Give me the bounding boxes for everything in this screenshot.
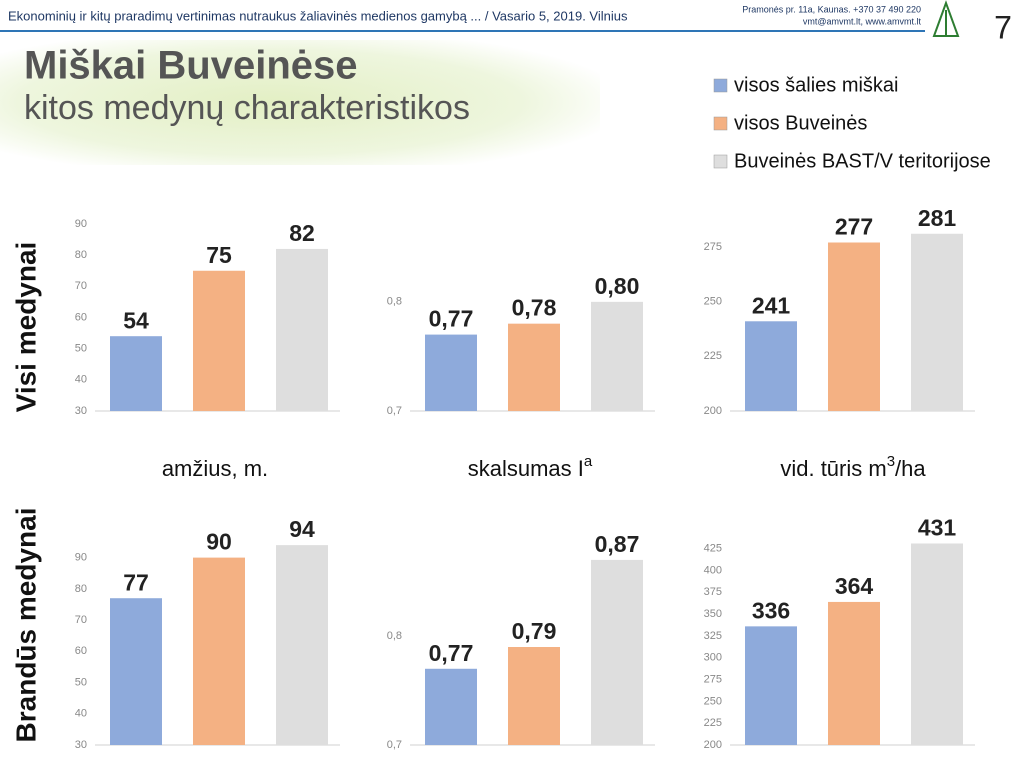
value-label: 431 xyxy=(918,515,957,541)
bar xyxy=(276,248,328,411)
column-label-text: amžius, m. xyxy=(162,456,268,481)
value-label: 364 xyxy=(835,573,874,599)
bar xyxy=(110,598,162,745)
value-label: 82 xyxy=(289,220,315,246)
y-tick-label: 300 xyxy=(704,652,722,664)
y-tick-label: 275 xyxy=(704,673,722,685)
bar xyxy=(425,334,477,411)
y-tick-label: 325 xyxy=(704,630,722,642)
column-label-sup: 3 xyxy=(887,453,895,470)
y-tick-label: 80 xyxy=(75,583,87,595)
y-tick-label: 200 xyxy=(704,405,722,417)
column-label-after: /ha xyxy=(895,456,926,481)
bar xyxy=(828,601,880,745)
y-tick-label: 40 xyxy=(75,374,87,386)
legend-swatch xyxy=(713,116,728,131)
value-label: 0,78 xyxy=(512,295,557,321)
column-label-text: vid. tūris m xyxy=(780,456,886,481)
bar xyxy=(110,336,162,411)
y-tick-label: 250 xyxy=(704,295,722,307)
logo xyxy=(932,0,960,37)
y-tick-label: 90 xyxy=(75,552,87,564)
legend-label: Buveinės BAST/V teritorijose xyxy=(734,150,991,172)
value-label: 277 xyxy=(835,214,873,240)
bar xyxy=(745,626,797,745)
title-glow xyxy=(0,40,600,165)
subtitle: kitos medynų charakteristikos xyxy=(24,89,470,127)
row-label: Brandūs medynai xyxy=(10,508,41,743)
value-label: 0,80 xyxy=(595,273,640,299)
y-tick-label: 200 xyxy=(704,739,722,751)
bar xyxy=(591,559,643,745)
y-tick-label: 60 xyxy=(75,311,87,323)
y-tick-label: 225 xyxy=(704,350,722,362)
y-tick-label: 0,8 xyxy=(387,296,402,308)
value-label: 336 xyxy=(752,597,790,623)
bar xyxy=(828,242,880,411)
column-label-sup: a xyxy=(584,453,593,470)
y-tick-label: 250 xyxy=(704,695,722,707)
y-tick-label: 30 xyxy=(75,405,87,417)
y-tick-label: 350 xyxy=(704,608,722,620)
value-label: 241 xyxy=(752,292,791,318)
y-tick-label: 275 xyxy=(704,241,722,253)
y-tick-label: 80 xyxy=(75,249,87,261)
y-tick-label: 225 xyxy=(704,717,722,729)
y-tick-label: 70 xyxy=(75,280,87,292)
value-label: 0,79 xyxy=(512,618,557,644)
y-tick-label: 0,7 xyxy=(387,405,402,417)
y-tick-label: 60 xyxy=(75,645,87,657)
y-tick-label: 50 xyxy=(75,343,87,355)
value-label: 90 xyxy=(206,529,232,555)
y-tick-label: 0,8 xyxy=(387,630,402,642)
bar xyxy=(591,301,643,411)
value-label: 94 xyxy=(289,516,315,542)
y-tick-label: 50 xyxy=(75,676,87,688)
column-label: skalsumas Ia xyxy=(468,453,593,481)
legend-label: visos Buveinės xyxy=(734,112,867,134)
contacts: vmt@amvmt.lt, www.amvmt.lt xyxy=(803,16,922,26)
value-label: 54 xyxy=(123,307,149,333)
bar xyxy=(193,270,245,411)
value-label: 0,87 xyxy=(595,531,640,557)
value-label: 0,77 xyxy=(429,640,474,666)
y-tick-label: 70 xyxy=(75,614,87,626)
bar xyxy=(508,647,560,745)
bar xyxy=(745,321,797,411)
y-tick-label: 375 xyxy=(704,586,722,598)
y-tick-label: 30 xyxy=(75,739,87,751)
bar xyxy=(425,668,477,745)
legend-swatch xyxy=(713,154,728,169)
y-tick-label: 40 xyxy=(75,708,87,720)
legend-label: visos šalies miškai xyxy=(734,74,898,96)
y-tick-label: 90 xyxy=(75,218,87,230)
column-label: vid. tūris m3/ha xyxy=(780,453,926,481)
banner: Ekonominių ir kitų praradimų vertinimas … xyxy=(8,8,628,23)
bar xyxy=(911,233,963,411)
page-number: 7 xyxy=(994,9,1012,45)
y-tick-label: 0,7 xyxy=(387,739,402,751)
bar xyxy=(508,323,560,411)
address: Pramonės pr. 11a, Kaunas. +370 37 490 22… xyxy=(742,4,921,14)
column-label: amžius, m. xyxy=(162,456,268,481)
value-label: 281 xyxy=(918,205,957,231)
value-label: 75 xyxy=(206,242,232,268)
legend-swatch xyxy=(713,78,728,93)
y-tick-label: 425 xyxy=(704,543,722,555)
value-label: 0,77 xyxy=(429,306,474,332)
bar xyxy=(276,545,328,745)
row-label: Visi medynai xyxy=(10,242,41,413)
bar xyxy=(193,557,245,745)
title: Miškai Buveinėse xyxy=(24,44,358,88)
value-label: 77 xyxy=(123,569,149,595)
column-label-text: skalsumas I xyxy=(468,456,584,481)
bar xyxy=(911,543,963,745)
y-tick-label: 400 xyxy=(704,564,722,576)
